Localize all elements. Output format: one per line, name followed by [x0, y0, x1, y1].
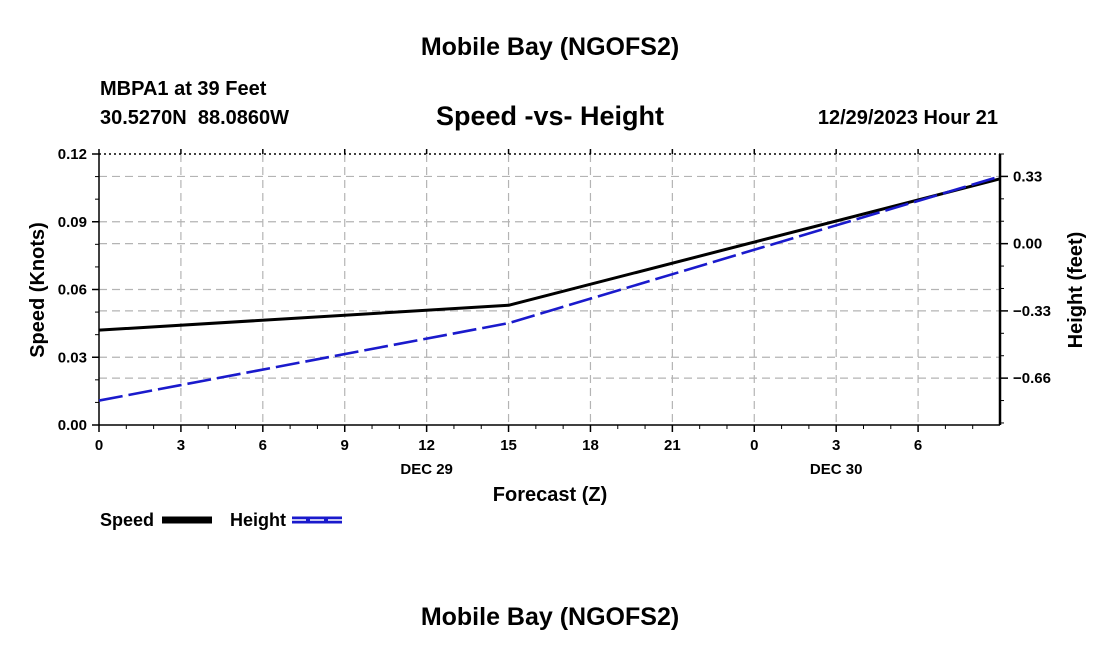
x-tick-label: 6: [914, 437, 922, 454]
bottom-title: Mobile Bay (NGOFS2): [421, 603, 679, 631]
grid-lines: [99, 154, 1000, 425]
axis-ticks: 0 3 6 9 12 15 18 21 0 3 6 DEC 29 DEC 30 0.00 0.03 0.06 0…: [58, 146, 1051, 478]
left-tick-label: 0.06: [58, 282, 87, 299]
legend-height-label: Height: [230, 510, 286, 530]
x-tick-label: 9: [341, 437, 349, 454]
station-name: MBPA1 at 39 Feet: [100, 78, 267, 100]
x-axis-label: Forecast (Z): [493, 484, 607, 506]
right-tick-label: −0.66: [1013, 370, 1051, 387]
x-tick-label: 0: [750, 437, 758, 454]
x-tick-label: 21: [664, 437, 681, 454]
left-tick-label: 0.03: [58, 349, 87, 366]
left-tick-label: 0.12: [58, 146, 87, 163]
legend-speed-label: Speed: [100, 510, 154, 530]
right-tick-label: 0.00: [1013, 236, 1042, 253]
forecast-datetime: 12/29/2023 Hour 21: [818, 107, 998, 129]
left-tick-label: 0.00: [58, 417, 87, 434]
series-line-speed: [98, 177, 1001, 332]
right-axis-label: Height (feet): [1065, 232, 1087, 349]
x-tick-label: 12: [418, 437, 435, 454]
left-tick-label: 0.09: [58, 214, 87, 231]
right-tick-label: −0.33: [1013, 303, 1051, 320]
series-line-height: [98, 175, 1001, 402]
x-tick-label: 18: [582, 437, 599, 454]
chart-title: Speed -vs- Height: [436, 101, 664, 131]
date-label: DEC 29: [400, 461, 453, 478]
date-label: DEC 30: [810, 461, 863, 478]
x-tick-label: 6: [259, 437, 267, 454]
x-tick-label: 15: [500, 437, 517, 454]
right-tick-label: 0.33: [1013, 168, 1042, 185]
legend: Speed Height: [100, 510, 342, 530]
x-tick-label: 3: [177, 437, 185, 454]
x-tick-label: 0: [95, 437, 103, 454]
station-coords: 30.5270N 88.0860W: [100, 107, 289, 129]
series-lines: [98, 175, 1001, 402]
x-tick-label: 3: [832, 437, 840, 454]
top-title: Mobile Bay (NGOFS2): [421, 33, 679, 61]
left-axis-label: Speed (Knots): [27, 222, 49, 358]
